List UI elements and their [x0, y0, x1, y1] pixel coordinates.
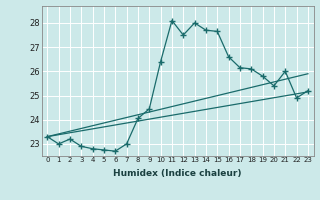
X-axis label: Humidex (Indice chaleur): Humidex (Indice chaleur): [113, 169, 242, 178]
